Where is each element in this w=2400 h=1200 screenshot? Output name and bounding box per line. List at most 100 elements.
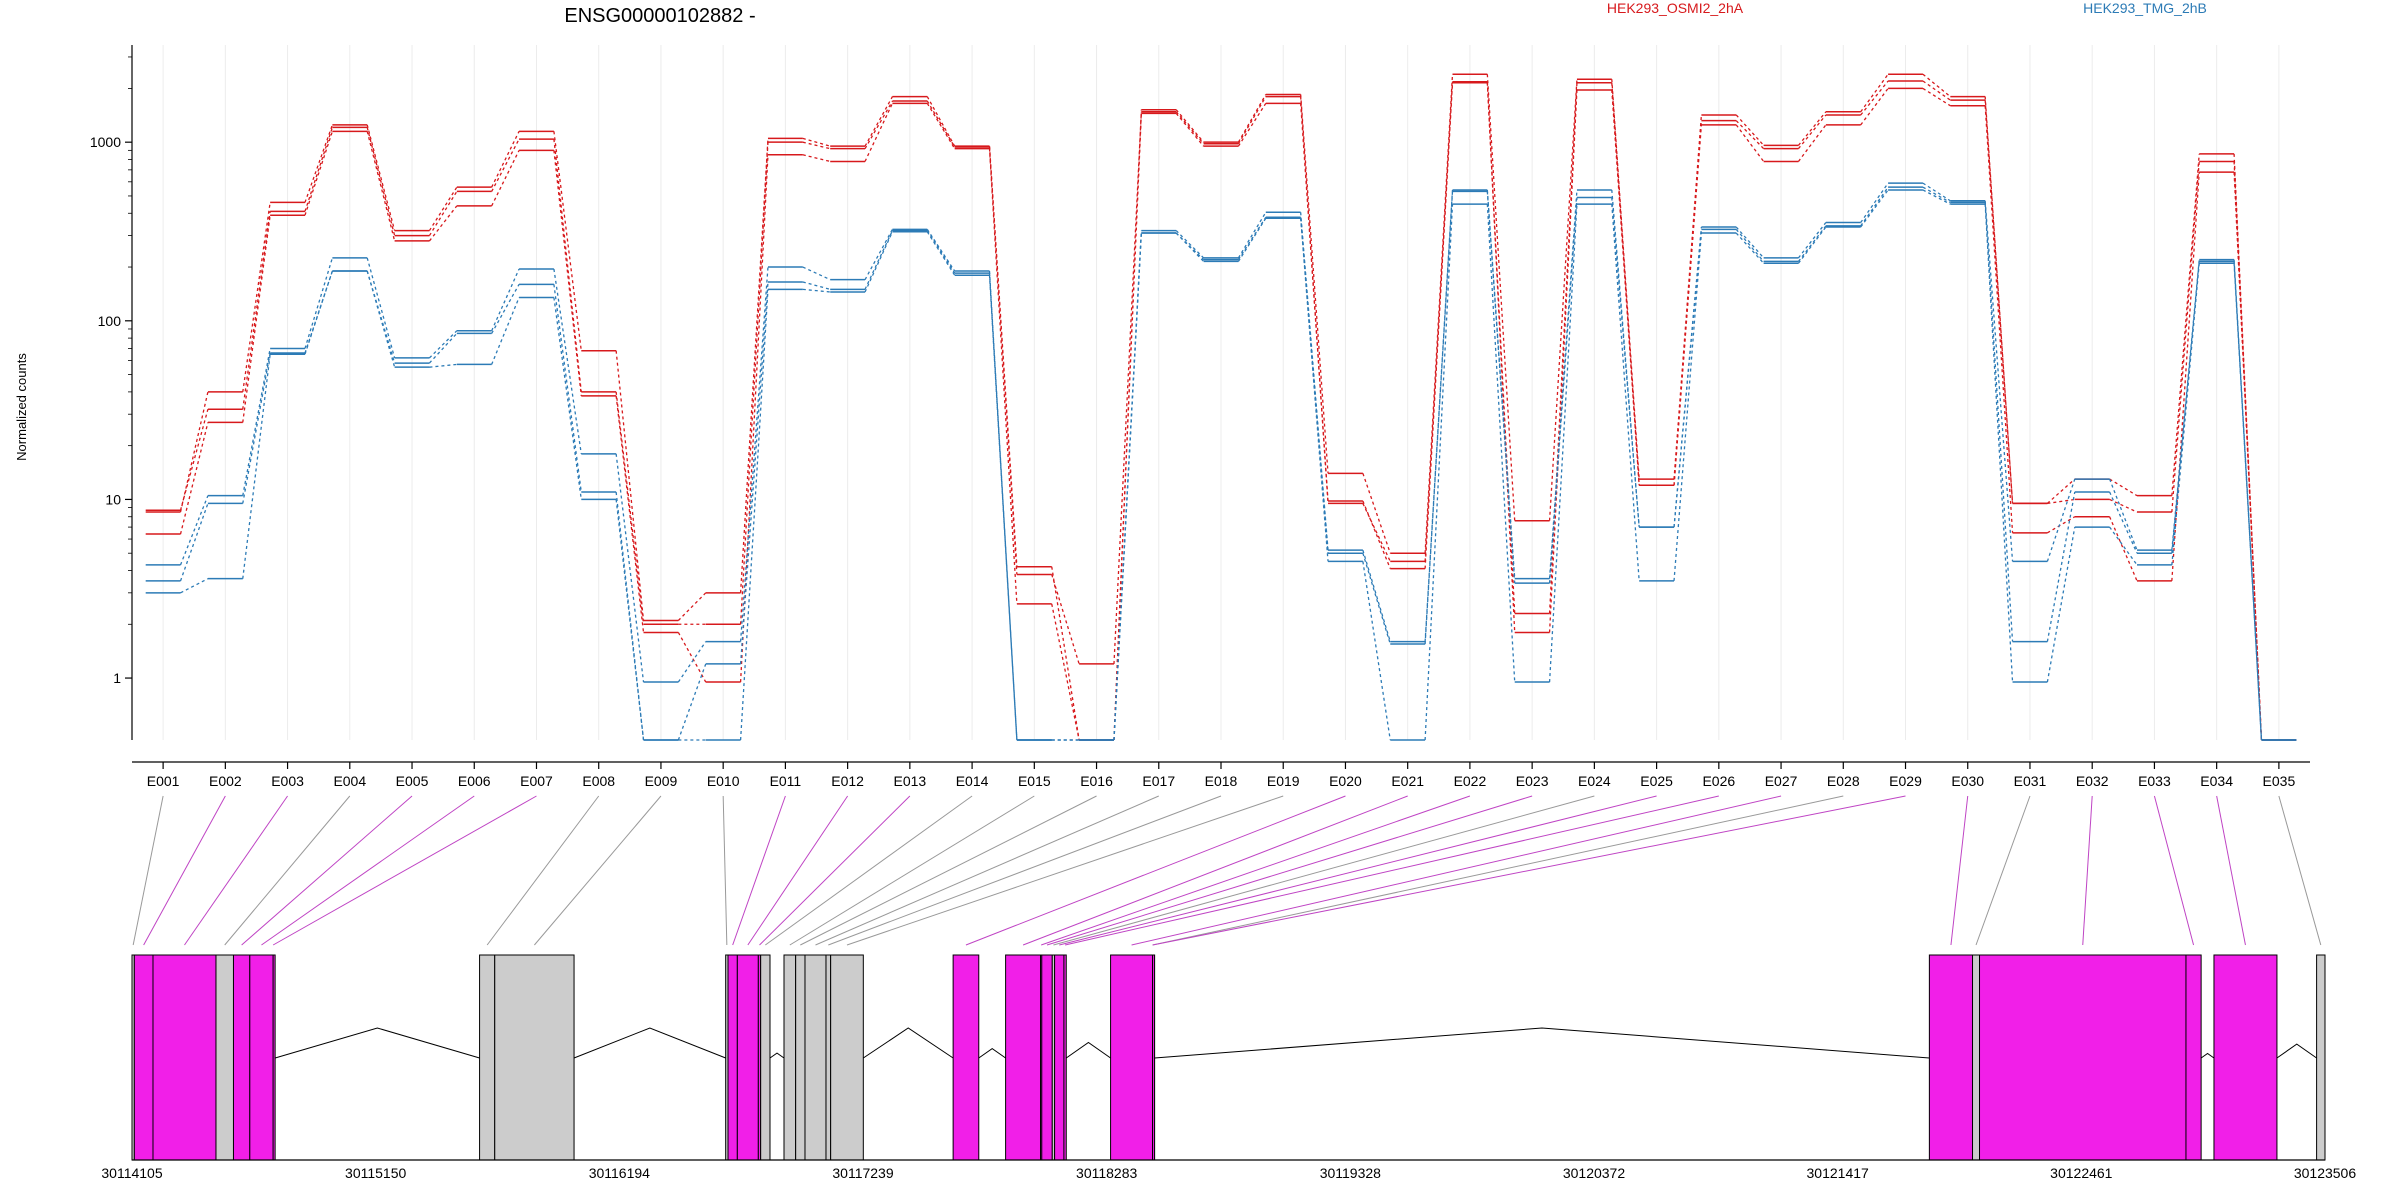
- intron-line: [1154, 1027, 1930, 1059]
- exon-connector: [1041, 795, 1471, 946]
- x-tick-label: E026: [1702, 773, 1735, 789]
- x-tick-label: E007: [520, 773, 553, 789]
- intron-line: [1065, 1041, 1111, 1059]
- series-link: [1735, 226, 1765, 259]
- series-link: [366, 124, 396, 231]
- series-link: [179, 422, 209, 535]
- exon-block: [2185, 954, 2202, 1161]
- series-link: [1735, 232, 1765, 264]
- x-tick-label: E024: [1578, 773, 1611, 789]
- y-axis: 1 10 100 1000: [90, 45, 133, 740]
- series-link: [491, 138, 520, 192]
- intron-line: [978, 1048, 1006, 1059]
- exon-connector: [224, 795, 351, 946]
- exon-connector: [143, 795, 226, 946]
- exon-block: [736, 954, 759, 1161]
- series-link: [1984, 202, 2014, 642]
- x-tick-label: E030: [1951, 773, 1984, 789]
- series-link: [1362, 553, 1391, 645]
- series-link: [1424, 82, 1454, 562]
- gene-model: [131, 954, 2326, 1161]
- series-link: [1922, 189, 1951, 205]
- exon-connector: [765, 795, 973, 946]
- series-link: [366, 131, 396, 242]
- series-link: [739, 142, 769, 625]
- series-link: [1797, 124, 1827, 162]
- series-link: [1175, 109, 1205, 143]
- series-link: [2047, 516, 2076, 534]
- series-link: [988, 148, 1018, 604]
- series-link: [739, 154, 769, 683]
- series-link: [1237, 96, 1267, 145]
- grid-lines: [162, 45, 2280, 740]
- series-link: [1175, 232, 1205, 262]
- genome-tick-label: 30114105: [101, 1165, 162, 1181]
- series-link: [366, 127, 396, 236]
- series-link: [1548, 82, 1578, 614]
- x-tick-label: E033: [2138, 773, 2171, 789]
- genome-tick-label: 30120372: [1563, 1165, 1626, 1181]
- series-link: [242, 352, 271, 504]
- series-link: [1860, 189, 1889, 228]
- series-link: [1922, 87, 1951, 107]
- series-link: [304, 124, 333, 203]
- series-link: [553, 284, 582, 493]
- series-link: [2109, 478, 2138, 551]
- series-link: [2109, 491, 2138, 554]
- intron-line: [573, 1027, 726, 1059]
- exon-connector: [800, 795, 1097, 946]
- genome-tick-label: 30122461: [2050, 1165, 2113, 1181]
- x-tick-label: E014: [956, 773, 989, 789]
- exon-block: [1054, 954, 1065, 1161]
- x-tick-label: E022: [1454, 773, 1487, 789]
- series-group: [145, 80, 2297, 741]
- series-link: [926, 230, 956, 274]
- series-link: [1424, 74, 1454, 554]
- y-tick-label: 100: [98, 313, 122, 329]
- series-link: [2233, 172, 2263, 741]
- x-tick-label: E029: [1889, 773, 1922, 789]
- series-link: [2109, 498, 2138, 513]
- exon-connector: [1975, 795, 2031, 946]
- x-tick-label: E015: [1018, 773, 1051, 789]
- series-link: [428, 186, 458, 231]
- series-link: [179, 495, 209, 566]
- series-group: [145, 189, 2297, 741]
- exon-connector: [1131, 795, 1782, 946]
- series-link: [1797, 225, 1827, 262]
- x-axis: E001 E002 E003 E004 E005 E006 E007 E008 E009 E010…: [132, 761, 2310, 789]
- exon-connector: [789, 795, 1035, 946]
- exon-block: [1041, 954, 1053, 1161]
- series-link: [1362, 549, 1391, 642]
- series-link: [864, 229, 894, 280]
- series-link: [988, 146, 1018, 575]
- series-link: [242, 211, 271, 410]
- exon-connectors: [132, 795, 2322, 946]
- x-tick-label: E013: [894, 773, 927, 789]
- series-link: [1611, 204, 1640, 581]
- series-link: [1548, 204, 1578, 683]
- series-link: [802, 154, 831, 163]
- x-tick-label: E009: [645, 773, 678, 789]
- exon-block: [1972, 954, 1981, 1161]
- series-link: [1237, 94, 1267, 143]
- series-link: [1237, 211, 1267, 259]
- x-tick-label: E019: [1267, 773, 1300, 789]
- series-link: [2109, 526, 2138, 566]
- x-tick-label: E012: [831, 773, 864, 789]
- series-link: [2171, 161, 2200, 513]
- series-link: [1362, 473, 1391, 554]
- exon-block: [1152, 954, 1156, 1161]
- series-link: [1051, 566, 1080, 741]
- series-link: [429, 363, 457, 368]
- series-link: [242, 348, 271, 496]
- exon-block: [1110, 954, 1154, 1161]
- exon-block: [152, 954, 217, 1161]
- series-link: [677, 641, 707, 683]
- series-link: [2233, 263, 2263, 741]
- series-link: [2171, 153, 2200, 496]
- series-link: [1113, 111, 1142, 664]
- series-link: [802, 266, 831, 281]
- series-link: [1735, 124, 1765, 162]
- legend-label-osmi: HEK293_OSMI2_2hA: [1607, 0, 1744, 16]
